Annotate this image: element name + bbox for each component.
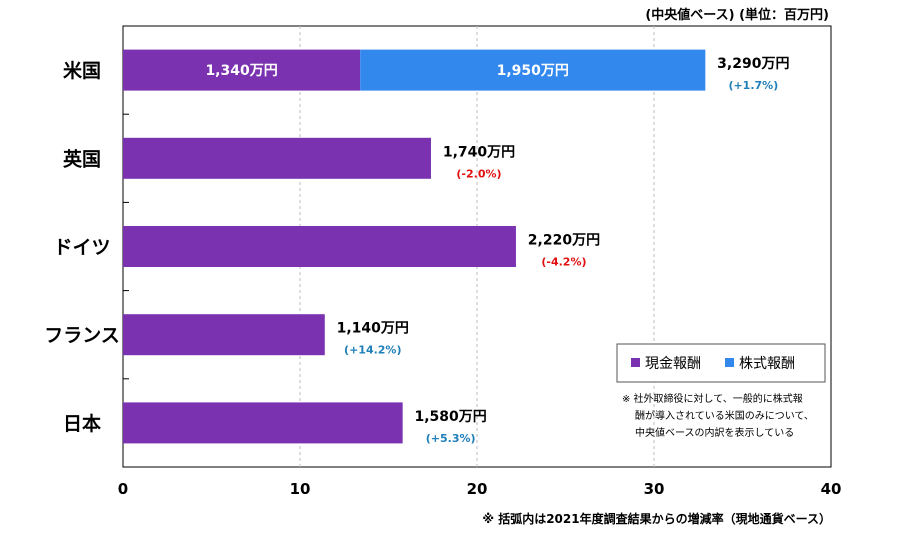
bar-cash [123, 137, 431, 179]
x-tick-label: 10 [290, 480, 311, 498]
total-label: 1,140万円 [337, 321, 409, 337]
legend-label: 現金報酬 [645, 356, 701, 372]
category-label: 英国 [63, 147, 101, 170]
legend-label: 株式報酬 [739, 356, 795, 372]
footnote: ※ 括弧内は2021年度調査結果からの増減率（現地通貨ベース） [482, 511, 831, 526]
category-label: フランス [44, 325, 120, 347]
bar-stock [360, 49, 706, 91]
total-label: 1,740万円 [443, 144, 515, 160]
change-label: (-2.0%) [456, 167, 501, 180]
category-label: ドイツ [53, 237, 110, 259]
total-label: 2,220万円 [528, 233, 600, 249]
bar-cash [123, 49, 361, 91]
legend-note-line: 酬が導入されている米国のみについて、 [635, 409, 814, 422]
x-tick-label: 20 [467, 480, 488, 498]
x-tick-label: 0 [118, 480, 128, 498]
change-label: (+1.7%) [728, 79, 778, 92]
category-label: 米国 [63, 59, 101, 82]
total-label: 1,580万円 [415, 409, 487, 425]
change-label: (-4.2%) [541, 256, 586, 269]
x-tick-label: 40 [821, 480, 842, 498]
legend-box [616, 343, 826, 383]
segment-label: 1,950万円 [497, 63, 569, 79]
bar-cash [123, 314, 325, 356]
bar-cash [123, 402, 403, 444]
bar-cash [123, 226, 516, 267]
change-label: (+5.3%) [426, 432, 476, 445]
x-tick-label: 30 [644, 480, 665, 498]
legend-swatch [725, 358, 734, 367]
category-label: 日本 [63, 412, 101, 435]
segment-label: 1,340万円 [205, 63, 277, 79]
legend-note-line: 中央値ベースの内訳を表示している [635, 426, 794, 439]
unit-label: (中央値ベース) (単位：百万円) [645, 7, 829, 23]
legend-note-line: ※ 社外取締役に対して、一般的に株式報 [622, 392, 803, 405]
legend-swatch [631, 358, 640, 367]
change-label: (+14.2%) [344, 344, 401, 357]
total-label: 3,290万円 [717, 56, 789, 72]
